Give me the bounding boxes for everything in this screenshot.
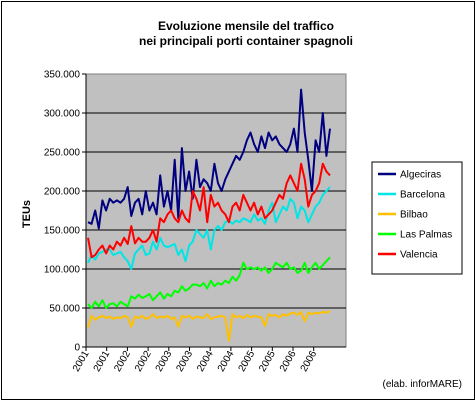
series-line-las-palmas [87, 256, 331, 309]
x-tick-label: 2003 [174, 349, 195, 374]
series-line-barcelona [87, 186, 331, 270]
x-tick-label: 2005 [237, 349, 258, 374]
y-tick-label: 350.000 [44, 70, 81, 81]
x-tick-label: 2006 [278, 349, 299, 374]
y-tick-label: 150.000 [44, 226, 81, 237]
x-tick-label: 2004 [195, 349, 216, 374]
y-tick-label: 250.000 [44, 148, 81, 159]
legend-label: Valencia [400, 250, 438, 261]
legend-label: Algeciras [400, 170, 441, 181]
legend-box [371, 161, 463, 275]
plot-area [85, 73, 347, 348]
series-line-bilbao [87, 310, 331, 342]
series-line-algeciras [87, 88, 331, 230]
legend-label: Barcelona [400, 190, 445, 201]
y-tick-label: 300.000 [44, 109, 81, 120]
y-tick-label: 50.000 [49, 304, 80, 315]
x-tick-label: 2006 [299, 349, 320, 374]
legend: Algeciras Barcelona Bilbao Las Palmas Valenc… [371, 161, 463, 275]
legend-label: Bilbao [400, 210, 428, 221]
y-axis-label: TEUs [21, 200, 33, 228]
legend-label: Las Palmas [400, 230, 452, 241]
x-tick-label: 2004 [216, 349, 237, 374]
chart-title: Evoluzione mensile del traffico [158, 19, 334, 33]
chart-subtitle: nei principali porti container spagnoli [139, 34, 353, 48]
x-tick-label: 2003 [154, 349, 175, 374]
series-line-valencia [87, 162, 331, 259]
y-tick-label: 0 [74, 343, 80, 354]
x-tick-label: 2002 [112, 349, 133, 374]
series-lines [87, 88, 331, 342]
y-tick-labels: 0 50.000 100.000 150.000 200.000 250.000 300.0… [44, 70, 86, 354]
x-tick-labels: 2001 2001 2002 2002 2003 2003 2004 2004 2005 2005… [71, 347, 320, 374]
axes [85, 74, 346, 348]
y-tick-label: 100.000 [44, 265, 81, 276]
y-tick-label: 200.000 [44, 187, 81, 198]
x-tick-label: 2002 [133, 349, 154, 374]
source-note: (elab. inforMARE) [383, 379, 462, 390]
x-tick-label: 2001 [92, 349, 113, 374]
x-tick-label: 2005 [257, 349, 278, 374]
